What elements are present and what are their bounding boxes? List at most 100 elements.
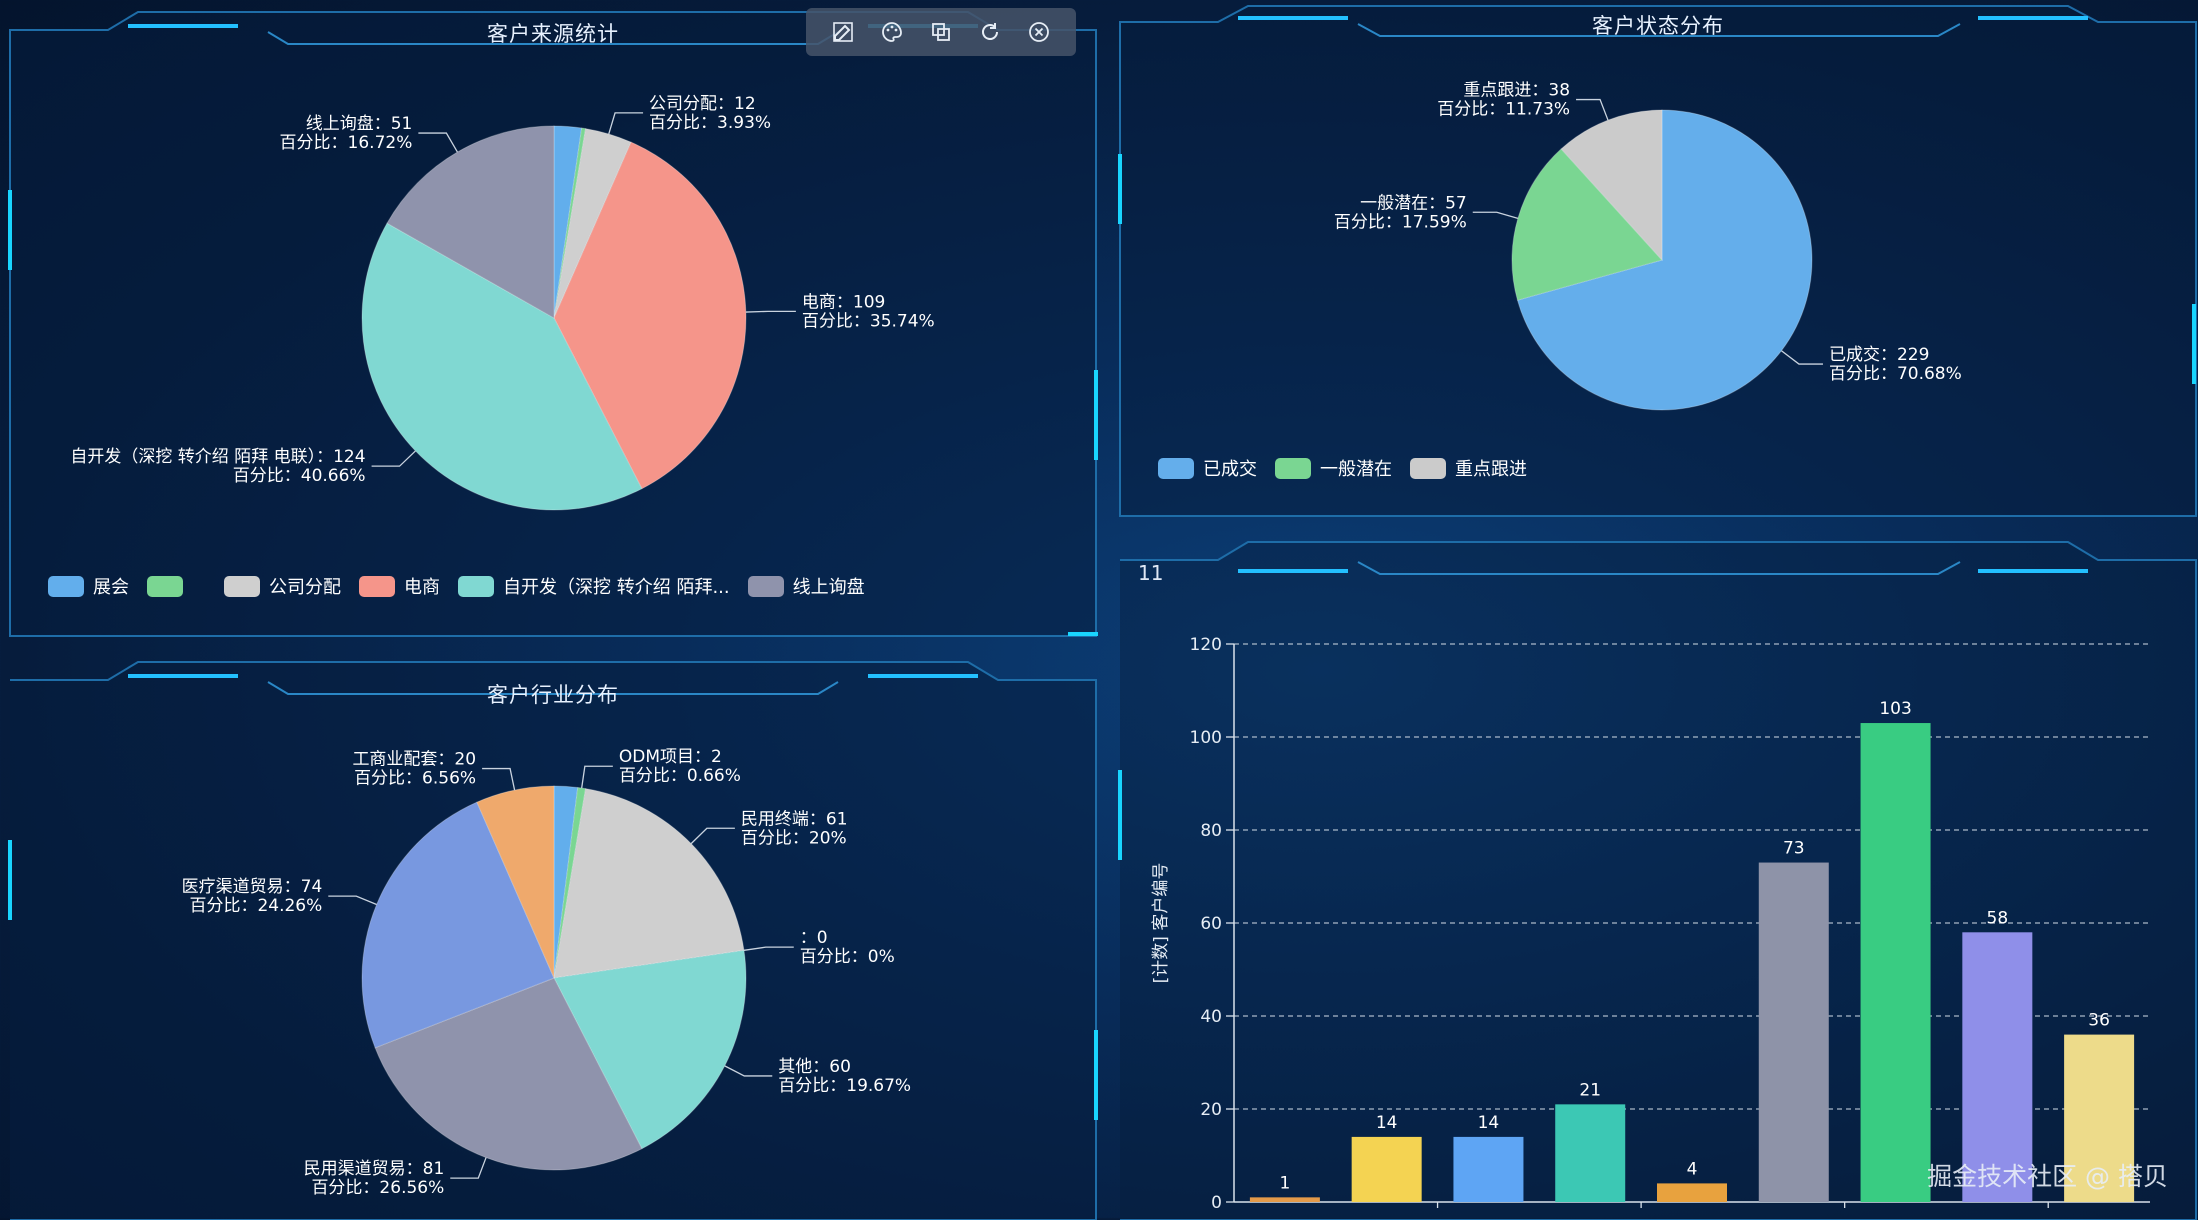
- refresh-icon[interactable]: [976, 18, 1004, 46]
- legend-item[interactable]: 电商: [359, 573, 440, 599]
- legend-item[interactable]: 自开发（深挖 转介绍 陌拜...: [458, 573, 730, 599]
- slice-label: 工商业配套：20: [352, 750, 476, 770]
- label-leader-line: [581, 765, 613, 789]
- slice-label: 民用终端：61: [741, 809, 848, 829]
- bar-value-label: 73: [1783, 839, 1805, 859]
- slice-label: 一般潜在：57: [1360, 193, 1467, 213]
- slice-percent-label: 百分比：35.74%: [802, 311, 935, 331]
- bar[interactable]: [1249, 1197, 1320, 1202]
- bar[interactable]: [1351, 1136, 1422, 1202]
- slice-label: 自开发（深挖 转介绍 陌拜 电联）：124: [70, 447, 365, 467]
- slice-percent-label: 百分比：16.72%: [280, 133, 413, 153]
- pie-slice[interactable]: [386, 125, 555, 319]
- slice-percent-label: 百分比：20%: [741, 828, 847, 848]
- pie-slice[interactable]: [553, 128, 632, 319]
- bar[interactable]: [1758, 862, 1829, 1202]
- pie-slice[interactable]: [476, 785, 555, 979]
- label-leader-line: [328, 895, 377, 906]
- pie-slice[interactable]: [553, 949, 747, 1150]
- label-leader-line: [608, 112, 644, 135]
- slice-percent-label: 百分比：11.73%: [1437, 100, 1570, 120]
- legend-label: 公司分配: [269, 577, 341, 598]
- bar-value-label: 4: [1687, 1159, 1698, 1179]
- corner-number: 11: [1138, 561, 1164, 585]
- pie-slice[interactable]: [553, 141, 747, 490]
- y-axis-label: [计数] 客户编号: [1151, 863, 1171, 984]
- pie-slice[interactable]: [1560, 109, 1663, 262]
- y-tick-label: 60: [1200, 914, 1222, 934]
- slice-label: 公司分配：12: [649, 94, 756, 114]
- bar[interactable]: [1555, 1104, 1626, 1202]
- bar[interactable]: [1657, 1183, 1727, 1202]
- copy-icon[interactable]: [927, 18, 955, 46]
- slice-percent-label: 百分比：40.66%: [233, 466, 366, 486]
- label-leader-line: [745, 310, 796, 313]
- bar-value-label: 14: [1376, 1113, 1398, 1133]
- legend-swatch: [1410, 457, 1446, 479]
- status-legend: 已成交 一般潜在 重点跟进: [1158, 455, 1545, 481]
- pie-slice[interactable]: [361, 801, 555, 1049]
- label-leader-line: [482, 767, 516, 791]
- legend-swatch: [48, 575, 84, 597]
- panel-title: 客户行业分布: [487, 683, 619, 707]
- legend-swatch: [224, 575, 260, 597]
- slice-percent-label: 百分比：26.56%: [311, 1178, 444, 1198]
- y-tick-label: 80: [1200, 821, 1222, 841]
- slice-label: 电商：109: [802, 292, 885, 312]
- label-leader-line: [371, 450, 416, 467]
- legend-swatch: [1275, 457, 1311, 479]
- status-panel: 客户状态分布 已成交：229 百分比：70.68% 一般潜在：57 百分比：17.59…: [1118, 4, 2198, 519]
- pie-slice[interactable]: [1511, 148, 1663, 301]
- pie-slice[interactable]: [361, 222, 643, 511]
- slice-label: 其他：60: [778, 1057, 851, 1077]
- pie-slice[interactable]: [1516, 109, 1813, 411]
- palette-icon[interactable]: [878, 18, 906, 46]
- legend-label: 一般潜在: [1320, 459, 1392, 480]
- legend-item[interactable]: 一般潜在: [1275, 455, 1392, 481]
- slice-label: ODM项目：2: [619, 747, 722, 767]
- y-tick-label: 0: [1211, 1193, 1222, 1213]
- panel-title: 客户状态分布: [1592, 14, 1724, 38]
- legend-label: 电商: [404, 577, 440, 598]
- legend-label: 自开发（深挖 转介绍 陌拜...: [503, 577, 730, 598]
- legend-item[interactable]: 展会: [48, 573, 129, 599]
- pie-slice[interactable]: [553, 127, 587, 319]
- panel-title: 客户来源统计: [487, 22, 619, 46]
- label-leader-line: [1472, 211, 1519, 219]
- pie-slice[interactable]: [553, 785, 579, 979]
- industry-panel: 客户行业分布 ODM项目：2 百分比：0.66% 民用终端：61 百分比：20% ：0 百…: [8, 660, 1098, 1220]
- y-tick-label: 40: [1200, 1007, 1222, 1027]
- label-leader-line: [1576, 98, 1609, 121]
- pie-slice[interactable]: [553, 788, 745, 979]
- legend-item[interactable]: 重点跟进: [1410, 455, 1527, 481]
- edit-icon[interactable]: [829, 18, 857, 46]
- legend-item[interactable]: [147, 575, 206, 597]
- legend-swatch: [359, 575, 395, 597]
- bar[interactable]: [1962, 932, 2033, 1202]
- pie-slice[interactable]: [553, 125, 583, 319]
- slice-label: 已成交：229: [1829, 345, 1929, 365]
- slice-percent-label: 百分比：0.66%: [619, 766, 741, 786]
- slice-label: 重点跟进：38: [1463, 81, 1570, 101]
- slice-percent-label: 百分比：0%: [800, 947, 895, 967]
- bar[interactable]: [1860, 723, 1931, 1202]
- legend-swatch: [747, 575, 784, 597]
- bar[interactable]: [1453, 1136, 1524, 1202]
- legend-item[interactable]: 线上询盘: [747, 573, 865, 599]
- watermark: 掘金技术社区 @ 搭贝: [1927, 1162, 2168, 1191]
- pie-slice[interactable]: [374, 977, 643, 1171]
- legend-swatch: [458, 575, 494, 597]
- slice-percent-label: 百分比：24.26%: [189, 896, 322, 916]
- bar[interactable]: [2064, 1034, 2135, 1202]
- slice-label: 民用渠道贸易：81: [304, 1159, 445, 1179]
- bar-value-label: 36: [2088, 1011, 2110, 1031]
- legend-item[interactable]: 公司分配: [224, 573, 341, 599]
- y-tick-label: 20: [1200, 1100, 1222, 1120]
- close-icon[interactable]: [1025, 18, 1053, 46]
- bar-panel: 0 20 40 60 80 100 120 [计数] 客户编号 1 14 14 21 4 73 103 58 3…: [1118, 540, 2198, 1220]
- slice-label: 线上询盘：51: [306, 114, 413, 134]
- bar-value-label: 21: [1579, 1080, 1601, 1100]
- slice-percent-label: 百分比：70.68%: [1829, 364, 1962, 384]
- legend-item[interactable]: 已成交: [1158, 455, 1257, 481]
